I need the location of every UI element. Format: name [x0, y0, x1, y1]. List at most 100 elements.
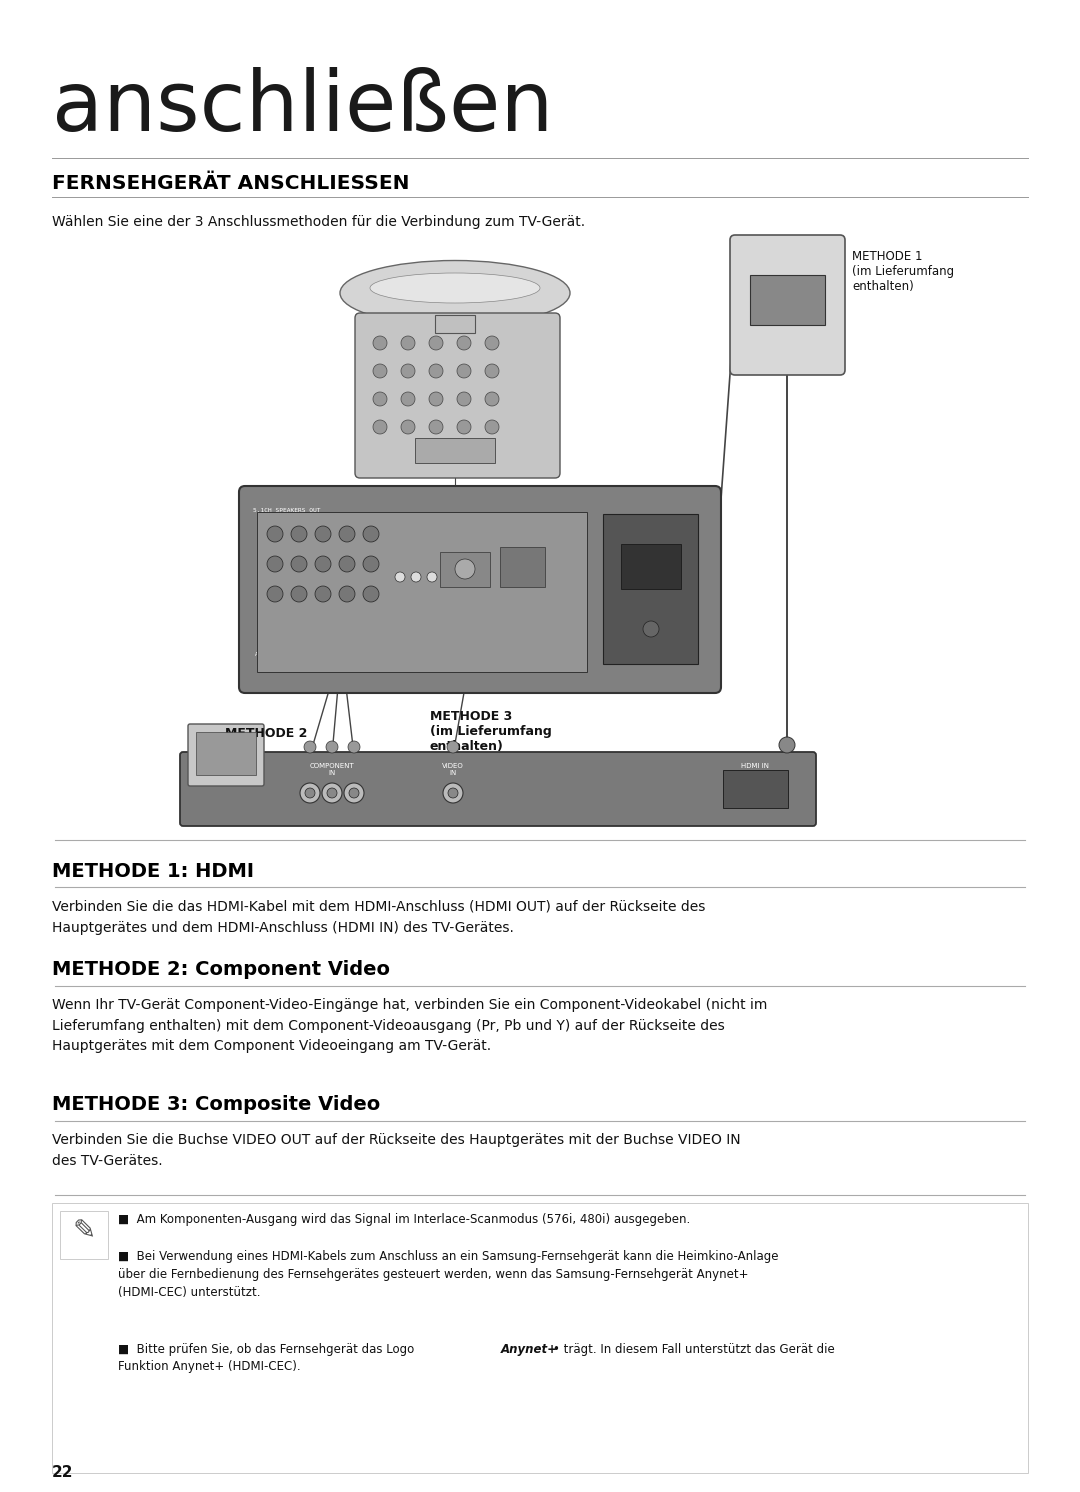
Circle shape	[363, 527, 379, 542]
Circle shape	[267, 557, 283, 571]
Circle shape	[485, 421, 499, 434]
FancyBboxPatch shape	[355, 313, 561, 477]
FancyBboxPatch shape	[188, 724, 264, 786]
Circle shape	[315, 586, 330, 601]
Circle shape	[401, 336, 415, 351]
Circle shape	[345, 783, 364, 803]
Bar	[500, 548, 545, 586]
Text: anschließen: anschließen	[52, 67, 553, 148]
Circle shape	[401, 392, 415, 406]
Circle shape	[779, 737, 795, 753]
Circle shape	[429, 421, 443, 434]
Text: Anynet+: Anynet+	[501, 1343, 558, 1356]
Circle shape	[429, 392, 443, 406]
Text: Verbinden Sie die das HDMI-Kabel mit dem HDMI-Anschluss (HDMI OUT) auf der Rücks: Verbinden Sie die das HDMI-Kabel mit dem…	[52, 900, 705, 934]
Circle shape	[457, 364, 471, 377]
Text: ■  Bitte prüfen Sie, ob das Fernsehgerät das Logo: ■ Bitte prüfen Sie, ob das Fernsehgerät …	[118, 1343, 418, 1356]
Text: Wenn Ihr TV-Gerät Component-Video-Eingänge hat, verbinden Sie ein Component-Vide: Wenn Ihr TV-Gerät Component-Video-Eingän…	[52, 998, 768, 1053]
Circle shape	[373, 392, 387, 406]
Bar	[195, 733, 256, 774]
Text: METHODE 1: HDMI: METHODE 1: HDMI	[52, 862, 254, 880]
Circle shape	[291, 557, 307, 571]
Circle shape	[305, 788, 315, 798]
Circle shape	[291, 527, 307, 542]
Text: HDMI IN: HDMI IN	[741, 762, 769, 768]
Text: 22: 22	[52, 1465, 73, 1480]
Circle shape	[300, 783, 320, 803]
Circle shape	[303, 742, 316, 753]
Circle shape	[373, 364, 387, 377]
Circle shape	[348, 742, 360, 753]
Circle shape	[267, 586, 283, 601]
Circle shape	[395, 571, 405, 582]
Circle shape	[457, 421, 471, 434]
Circle shape	[349, 788, 359, 798]
Text: AUX IN 2: AUX IN 2	[255, 652, 281, 656]
Text: METHODE 1
(im Lieferumfang
enthalten): METHODE 1 (im Lieferumfang enthalten)	[852, 251, 954, 292]
Circle shape	[339, 586, 355, 601]
FancyBboxPatch shape	[239, 486, 721, 692]
Text: VIDEO OUT: VIDEO OUT	[440, 542, 469, 548]
Circle shape	[326, 742, 338, 753]
Text: ■  Bei Verwendung eines HDMI-Kabels zum Anschluss an ein Samsung-Fernsehgerät ka: ■ Bei Verwendung eines HDMI-Kabels zum A…	[118, 1250, 779, 1300]
Circle shape	[339, 527, 355, 542]
Bar	[415, 439, 495, 463]
Bar	[603, 515, 698, 664]
Text: HDMI OUT: HDMI OUT	[618, 527, 648, 531]
Circle shape	[267, 527, 283, 542]
Text: METHODE 3
(im Lieferumfang
enthalten): METHODE 3 (im Lieferumfang enthalten)	[430, 710, 552, 753]
Text: 5.1CH SPEAKERS OUT: 5.1CH SPEAKERS OUT	[253, 507, 321, 513]
Text: WIRELESS: WIRELESS	[325, 652, 351, 656]
Bar	[60, 1212, 108, 1259]
Bar	[52, 1203, 1028, 1473]
Circle shape	[485, 392, 499, 406]
Circle shape	[455, 560, 475, 579]
Circle shape	[373, 421, 387, 434]
Circle shape	[427, 571, 437, 582]
Text: AUDIO 4/ANTENNA: AUDIO 4/ANTENNA	[405, 652, 454, 656]
Text: Wählen Sie eine der 3 Anschlussmethoden für die Verbindung zum TV-Gerät.: Wählen Sie eine der 3 Anschlussmethoden …	[52, 215, 585, 228]
Bar	[440, 552, 490, 586]
Circle shape	[448, 788, 458, 798]
Circle shape	[327, 788, 337, 798]
Circle shape	[401, 421, 415, 434]
Circle shape	[411, 571, 421, 582]
Circle shape	[485, 336, 499, 351]
Bar	[257, 512, 588, 671]
Text: • trägt. In diesem Fall unterstützt das Gerät die: • trägt. In diesem Fall unterstützt das …	[553, 1343, 835, 1356]
Ellipse shape	[340, 261, 570, 325]
Text: ■  Am Komponenten-Ausgang wird das Signal im Interlace-Scanmodus (576i, 480i) au: ■ Am Komponenten-Ausgang wird das Signal…	[118, 1213, 690, 1226]
Text: DIGITAL AUDIO
OPTICAL: DIGITAL AUDIO OPTICAL	[500, 539, 541, 549]
Circle shape	[457, 336, 471, 351]
Text: VIDEO
IN: VIDEO IN	[442, 762, 464, 776]
Circle shape	[429, 364, 443, 377]
Circle shape	[291, 586, 307, 601]
Bar	[723, 770, 788, 809]
Circle shape	[363, 557, 379, 571]
Circle shape	[429, 336, 443, 351]
Bar	[435, 315, 475, 333]
Circle shape	[373, 336, 387, 351]
Circle shape	[457, 392, 471, 406]
Text: FERNSEHGERÄT ANSCHLIESSEN: FERNSEHGERÄT ANSCHLIESSEN	[52, 175, 409, 192]
Text: ✎: ✎	[72, 1217, 96, 1244]
Text: Funktion Anynet+ (HDMI-CEC).: Funktion Anynet+ (HDMI-CEC).	[118, 1361, 300, 1373]
Bar	[750, 275, 825, 325]
Text: Verbinden Sie die Buchse VIDEO OUT auf der Rückseite des Hauptgerätes mit der Bu: Verbinden Sie die Buchse VIDEO OUT auf d…	[52, 1132, 741, 1168]
Circle shape	[315, 527, 330, 542]
Circle shape	[339, 557, 355, 571]
Circle shape	[485, 364, 499, 377]
FancyBboxPatch shape	[180, 752, 816, 827]
Circle shape	[401, 364, 415, 377]
Ellipse shape	[370, 273, 540, 303]
Text: METHODE 2: Component Video: METHODE 2: Component Video	[52, 959, 390, 979]
Text: METHODE 3: Composite Video: METHODE 3: Composite Video	[52, 1095, 380, 1115]
Bar	[621, 545, 681, 589]
Circle shape	[315, 557, 330, 571]
Text: COMPONENT
IN: COMPONENT IN	[310, 762, 354, 776]
Circle shape	[363, 586, 379, 601]
Circle shape	[447, 742, 459, 753]
Text: METHODE 2: METHODE 2	[225, 727, 308, 740]
Circle shape	[643, 621, 659, 637]
Circle shape	[322, 783, 342, 803]
